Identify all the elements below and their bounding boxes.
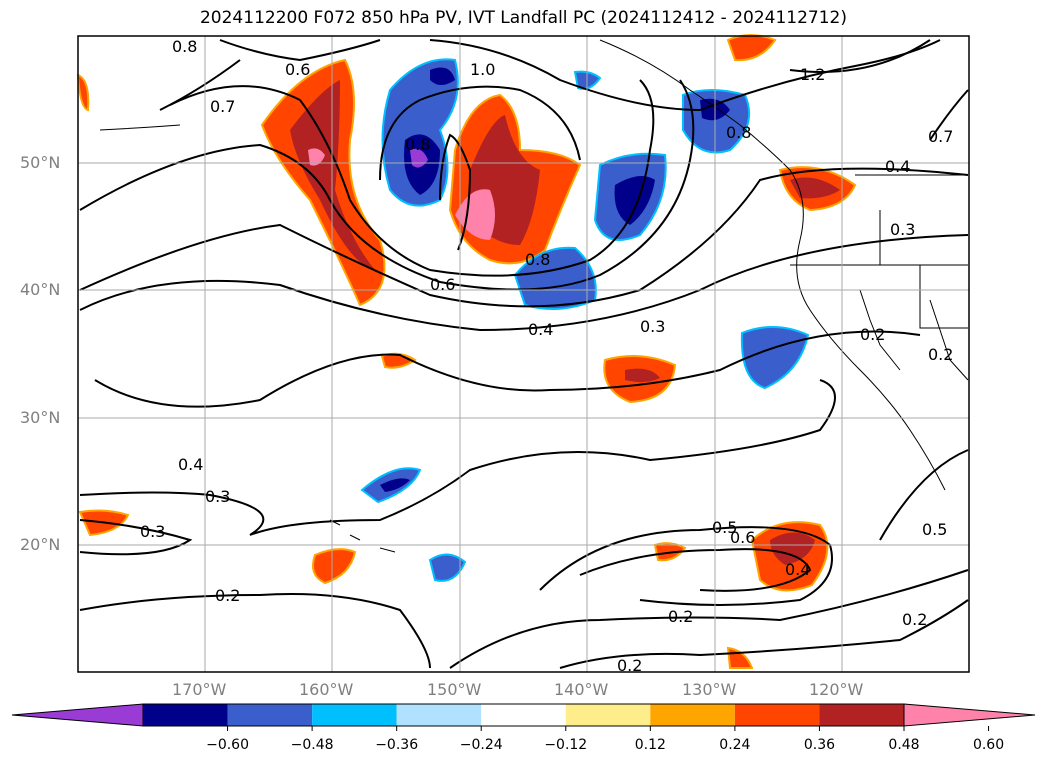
- contour-label: 0.2: [860, 325, 885, 344]
- contour-label: 0.8: [405, 135, 430, 154]
- colorbar-tick-label: −0.24: [459, 737, 503, 753]
- lat-label-40n: 40°N: [20, 280, 61, 299]
- lon-label-170w: 170°W: [172, 680, 227, 699]
- contour-label: 0.8: [726, 123, 751, 142]
- colorbar-segment: [227, 704, 313, 726]
- contour-label: 0.3: [140, 522, 165, 541]
- contour-label: 0.7: [928, 127, 953, 146]
- colorbar-extend-min: [11, 703, 144, 727]
- colorbar-frame: [142, 703, 905, 727]
- colorbar-segment: [143, 704, 228, 726]
- lat-label-50n: 50°N: [20, 153, 61, 172]
- lat-label-30n: 30°N: [20, 408, 61, 427]
- contour-label: 0.5: [922, 520, 947, 539]
- colorbar-tick-label: 0.12: [634, 737, 666, 753]
- contour-label: 0.7: [210, 97, 235, 116]
- contour-label: 1.2: [800, 65, 825, 84]
- contour-label: 0.8: [525, 250, 550, 269]
- lon-label-150w: 150°W: [427, 680, 482, 699]
- colorbar-segment: [481, 704, 566, 726]
- colorbar-tick-label: −0.60: [206, 737, 249, 753]
- map-frame: [77, 35, 970, 673]
- contour-label: 0.6: [430, 275, 455, 294]
- colorbar-tick-label: −0.12: [544, 737, 588, 753]
- lon-label-160w: 160°W: [299, 680, 354, 699]
- colorbar-segment: [819, 704, 904, 726]
- lon-label-140w: 140°W: [554, 680, 609, 699]
- pv-negative-band-153w: [381, 58, 459, 207]
- contour-label: 0.3: [640, 317, 665, 336]
- lat-label-20n: 20°N: [20, 535, 61, 554]
- map-title: 2024112200 F072 850 hPa PV, IVT Landfall…: [199, 8, 847, 28]
- contour-label: 0.3: [890, 220, 915, 239]
- contour-label: 0.2: [902, 610, 927, 629]
- gridlines: [78, 36, 969, 672]
- contour-label: 0.2: [668, 607, 693, 626]
- contour-label: 0.8: [172, 37, 197, 56]
- contour-label: 1.0: [470, 60, 495, 79]
- contour-label: 0.6: [730, 528, 755, 547]
- coastlines: [99, 39, 969, 553]
- lon-label-130w: 130°W: [682, 680, 737, 699]
- colorbar-tick-label: −0.48: [290, 737, 334, 753]
- colorbar-segment: [734, 704, 820, 726]
- contour-label: 0.2: [215, 586, 240, 605]
- colorbar-segment: [396, 704, 482, 726]
- contour-labels: 0.8 0.6 0.7 1.0 1.2 0.7 0.8 0.4 0.3 0.6 …: [140, 37, 953, 675]
- contour-label: 0.2: [928, 345, 953, 364]
- contour-label: 0.2: [617, 656, 642, 675]
- colorbar-tick-label: 0.36: [803, 737, 836, 753]
- colorbar-extend-max: [903, 703, 1036, 727]
- contour-label: 0.4: [885, 157, 910, 176]
- colorbar-segment: [312, 704, 397, 726]
- colorbar-segment: [565, 704, 651, 726]
- contour-label: 0.3: [205, 487, 230, 506]
- ivt-contours: [79, 39, 969, 669]
- lon-label-120w: 120°W: [809, 680, 864, 699]
- contour-label: 0.6: [285, 60, 310, 79]
- colorbar-tick-label: −0.36: [375, 737, 419, 753]
- colorbar-segment: [650, 704, 735, 726]
- contour-label: 0.4: [785, 560, 810, 579]
- contour-label: 0.4: [528, 320, 553, 339]
- contour-label: 0.4: [178, 455, 203, 474]
- contour-label: 0.5: [712, 518, 737, 537]
- colorbar-tick-label: 0.60: [972, 737, 1005, 753]
- colorbar: [11, 703, 1036, 731]
- colorbar-tick-label: 0.48: [888, 737, 920, 753]
- colorbar-tick-label: 0.24: [719, 737, 751, 753]
